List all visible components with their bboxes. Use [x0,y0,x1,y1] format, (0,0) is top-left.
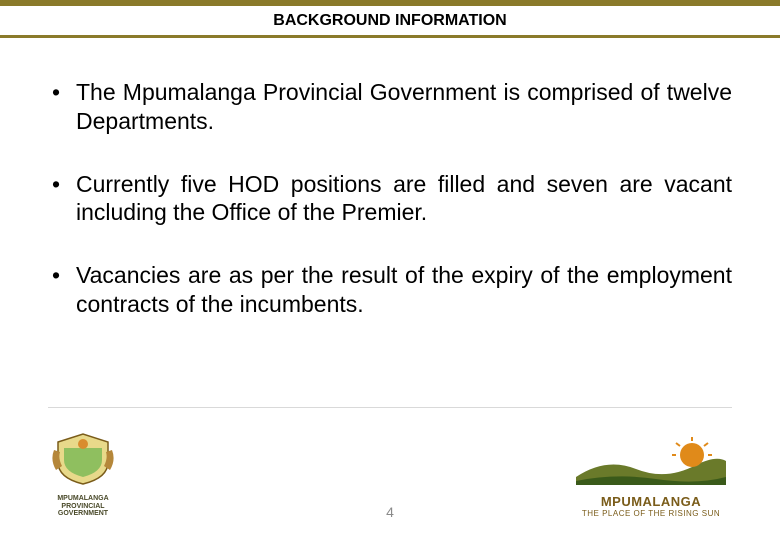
rising-sun-icon [576,437,726,485]
content-area: The Mpumalanga Provincial Government is … [0,38,780,319]
title-bar: BACKGROUND INFORMATION [0,0,780,38]
list-item: Vacancies are as per the result of the e… [48,261,732,319]
bullet-list: The Mpumalanga Provincial Government is … [48,78,732,319]
list-item: Currently five HOD positions are filled … [48,170,732,228]
page-title: BACKGROUND INFORMATION [273,12,506,30]
rising-sun-title: MPUMALANGA [566,494,736,509]
divider [48,407,732,408]
rising-sun-tagline: THE PLACE OF THE RISING SUN [566,509,736,518]
crest-icon [52,430,114,486]
page-number: 4 [386,504,394,520]
crest-label-line2: PROVINCIAL [44,503,122,511]
list-item: The Mpumalanga Provincial Government is … [48,78,732,136]
crest-label-line1: MPUMALANGA [44,495,122,503]
crest-label-line3: GOVERNMENT [44,510,122,518]
footer: MPUMALANGA PROVINCIAL GOVERNMENT 4 MPUMA… [0,420,780,540]
rising-sun-logo: MPUMALANGA THE PLACE OF THE RISING SUN [566,437,736,518]
provincial-crest-logo: MPUMALANGA PROVINCIAL GOVERNMENT [44,430,122,518]
